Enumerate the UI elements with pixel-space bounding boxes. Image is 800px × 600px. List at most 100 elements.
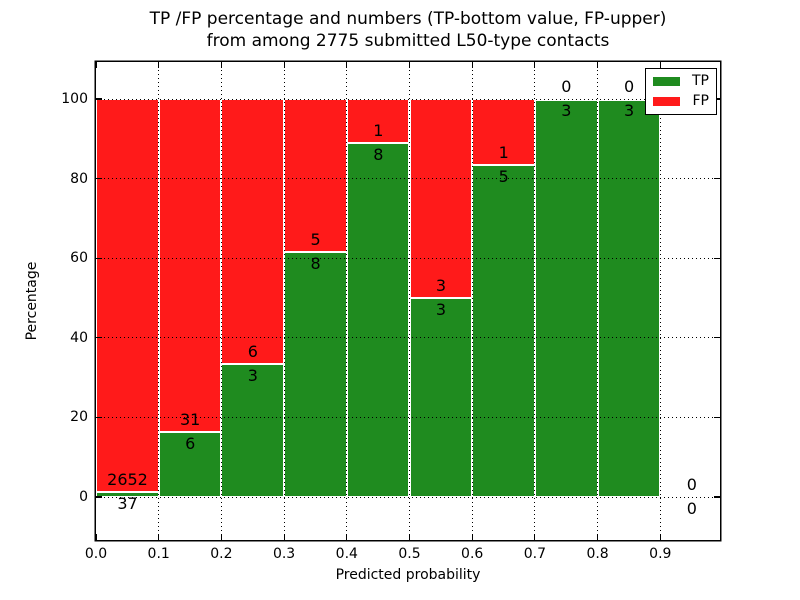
bar-fp-segment <box>158 99 222 433</box>
tp-count-label: 5 <box>498 167 509 187</box>
fp-count-label: 31 <box>180 410 201 430</box>
tick-mark <box>95 534 97 540</box>
legend: TP FP <box>645 68 717 115</box>
tp-count-label: 3 <box>247 366 258 386</box>
legend-item-fp: FP <box>653 93 710 109</box>
x-tick-label: 0.1 <box>147 546 170 562</box>
tp-count-label: 3 <box>624 101 635 120</box>
tick-mark <box>597 62 599 68</box>
tick-mark <box>220 62 222 68</box>
tp-count-label: 8 <box>310 254 321 274</box>
y-tick-label: 0 <box>79 489 88 505</box>
gridline-v <box>597 62 599 540</box>
x-tick-label: 0.8 <box>586 546 609 562</box>
tick-mark <box>96 337 102 339</box>
tick-mark <box>158 62 160 68</box>
tick-mark <box>659 534 661 540</box>
fp-count-label: 5 <box>310 230 321 250</box>
tick-mark <box>597 534 599 540</box>
tick-mark <box>408 62 411 68</box>
chart-title-line2: from among 2775 submitted L50-type conta… <box>206 31 610 51</box>
gridline-v <box>220 62 222 540</box>
tick-mark <box>714 257 720 259</box>
tp-count-label: 3 <box>561 101 572 120</box>
bar-tp-segment <box>409 298 473 497</box>
fp-count-label: 0 <box>686 475 697 494</box>
tp-color-swatch <box>653 77 680 86</box>
x-tick-label: 0.7 <box>523 546 547 562</box>
tp-count-label: 6 <box>185 434 196 454</box>
x-tick-label: 0.0 <box>84 546 108 562</box>
y-tick-label: 60 <box>70 250 88 267</box>
x-tick-label: 0.5 <box>398 546 421 562</box>
bar-fp-segment <box>96 99 159 492</box>
fp-count-label: 0 <box>624 77 635 96</box>
fp-count-label: 1 <box>373 121 384 141</box>
x-tick-label: 0.4 <box>335 546 358 562</box>
tick-mark <box>714 98 720 100</box>
gridline-h <box>96 337 720 339</box>
fp-count-label: 3 <box>435 276 447 295</box>
bar-tp-segment <box>597 99 661 497</box>
tp-count-label: 37 <box>117 493 138 513</box>
tick-mark <box>408 534 411 540</box>
fp-color-swatch <box>653 97 680 106</box>
fp-count-label: 6 <box>247 342 258 362</box>
gridline-v <box>534 62 536 540</box>
tick-mark <box>283 62 285 68</box>
bar-tp-segment <box>284 252 347 497</box>
tp-count-label: 0 <box>686 499 697 518</box>
tick-mark <box>283 534 285 540</box>
gridline-v <box>283 62 285 540</box>
legend-label-fp: FP <box>692 93 710 109</box>
tick-mark <box>714 496 720 498</box>
x-tick-label: 0.6 <box>461 546 484 562</box>
legend-label-tp: TP <box>692 73 709 89</box>
tick-mark <box>659 62 661 68</box>
tick-mark <box>96 416 102 418</box>
gridline-h <box>96 416 720 418</box>
plot-area: TP FP 2652 37 31 6 6 3 5 8 1 8 3 3 1 5 0 3 0 3 0 0 <box>95 62 720 540</box>
fp-count-label: 2652 <box>107 469 148 489</box>
gridline-h <box>96 257 720 259</box>
gridline-v <box>158 62 160 540</box>
x-axis-label: Predicted probability <box>335 567 481 583</box>
x-tick-label: 0.9 <box>649 546 672 562</box>
tp-count-label: 8 <box>373 145 384 165</box>
gridline-v <box>409 62 410 540</box>
tick-mark <box>714 178 720 180</box>
tick-mark <box>96 257 102 259</box>
x-tick-label: 0.3 <box>272 546 296 562</box>
tick-mark <box>158 534 160 540</box>
bar-fp-segment <box>409 99 473 298</box>
tick-mark <box>534 534 536 540</box>
tp-count-label: 3 <box>435 300 447 319</box>
y-tick-label: 20 <box>70 409 88 426</box>
gridline-v <box>659 62 661 540</box>
gridline-h <box>96 496 720 498</box>
tick-mark <box>96 98 102 100</box>
gridline-h <box>96 98 720 100</box>
y-tick-label: 80 <box>70 170 88 187</box>
bar-tp-segment <box>346 143 410 497</box>
bar-fp-segment <box>221 99 285 365</box>
bar-fp-segment <box>346 99 410 144</box>
chart-title: TP /FP percentage and numbers (TP-bottom… <box>96 8 720 52</box>
bar-tp-segment <box>472 165 535 497</box>
bar-fp-segment <box>284 99 347 253</box>
tick-mark <box>471 534 473 540</box>
x-tick-label: 0.2 <box>210 546 233 562</box>
tick-mark <box>714 337 720 339</box>
chart-title-line1: TP /FP percentage and numbers (TP-bottom… <box>149 9 667 29</box>
tick-mark <box>96 178 102 180</box>
gridline-v <box>346 62 348 540</box>
tick-mark <box>96 496 102 498</box>
tick-mark <box>95 62 97 68</box>
y-tick-label: 100 <box>61 91 88 107</box>
tick-mark <box>220 534 222 540</box>
bar-tp-segment <box>534 99 598 497</box>
bar-tp-segment <box>158 432 222 497</box>
fp-count-label: 0 <box>561 77 572 96</box>
tick-mark <box>714 416 720 418</box>
